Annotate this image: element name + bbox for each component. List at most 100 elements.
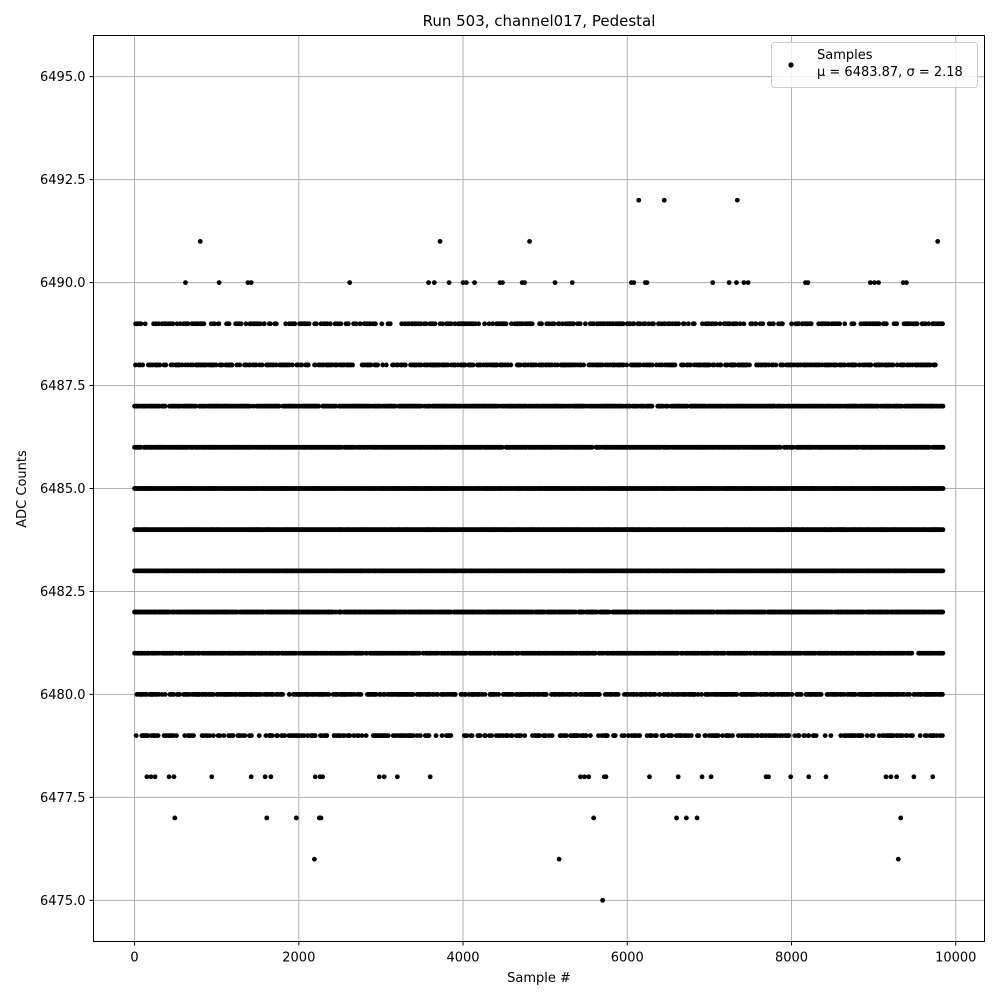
data-point — [417, 650, 422, 656]
data-point — [940, 692, 945, 697]
data-point — [904, 733, 910, 738]
data-point — [666, 692, 672, 697]
data-point — [841, 692, 847, 697]
data-point — [715, 733, 721, 738]
data-point — [924, 733, 929, 738]
data-point — [730, 733, 735, 738]
data-point — [463, 692, 468, 697]
data-points — [132, 197, 946, 903]
data-point — [510, 692, 515, 697]
data-point — [162, 692, 168, 697]
data-point — [940, 486, 946, 491]
data-point — [417, 733, 423, 738]
data-point — [463, 650, 469, 656]
data-point — [657, 692, 663, 697]
data-point — [155, 733, 161, 738]
data-point — [452, 692, 458, 697]
data-point — [326, 692, 332, 697]
data-point — [910, 733, 915, 738]
data-point — [695, 692, 701, 697]
data-point — [798, 692, 804, 697]
data-point — [207, 733, 213, 738]
data-point — [612, 733, 618, 738]
data-point — [482, 692, 488, 697]
data-point — [615, 692, 621, 697]
data-point — [363, 733, 369, 738]
data-point — [604, 733, 610, 738]
data-point — [275, 733, 281, 738]
data-point — [563, 733, 569, 738]
data-point — [907, 692, 912, 697]
data-point — [433, 733, 439, 738]
data-point — [156, 692, 162, 697]
data-point — [692, 692, 698, 697]
data-point — [940, 609, 946, 615]
data-point — [818, 692, 824, 697]
data-point — [583, 733, 589, 738]
data-point — [410, 692, 416, 697]
data-point — [940, 733, 945, 738]
data-point — [802, 733, 807, 738]
data-point — [305, 733, 311, 738]
data-point — [211, 692, 216, 697]
data-point — [426, 733, 432, 738]
data-point — [382, 692, 387, 697]
data-point — [483, 733, 488, 738]
data-point — [789, 692, 795, 697]
data-point — [652, 692, 658, 697]
data-point — [282, 733, 288, 738]
data-point — [786, 733, 792, 738]
data-point — [182, 733, 188, 738]
data-point — [621, 733, 627, 738]
data-point — [496, 692, 502, 697]
data-point — [270, 692, 276, 697]
data-point — [593, 650, 598, 656]
data-point — [876, 733, 882, 738]
data-point — [870, 733, 876, 738]
chart-title: Run 503, channel017, Pedestal — [423, 12, 656, 30]
data-point — [940, 568, 946, 574]
data-point — [358, 692, 364, 697]
data-point — [574, 692, 579, 697]
data-point — [864, 733, 870, 738]
data-point — [347, 733, 353, 738]
data-point — [828, 733, 834, 738]
data-point — [518, 733, 524, 738]
data-point — [256, 733, 262, 738]
data-point — [221, 733, 227, 738]
data-point — [177, 692, 182, 697]
data-point — [940, 650, 946, 656]
data-point — [191, 733, 196, 738]
data-point — [734, 692, 740, 697]
data-point — [909, 650, 915, 656]
data-point — [543, 692, 549, 697]
data-point — [653, 733, 659, 738]
data-point — [373, 692, 379, 697]
data-point — [489, 733, 495, 738]
data-point — [754, 692, 760, 697]
data-point — [853, 692, 858, 697]
data-point — [249, 733, 254, 738]
data-point — [522, 733, 528, 738]
data-point — [940, 527, 946, 533]
data-point — [703, 733, 709, 738]
data-point — [464, 733, 470, 738]
data-point — [669, 733, 675, 738]
data-point — [699, 692, 704, 697]
data-point — [171, 692, 177, 697]
data-point — [917, 733, 923, 738]
data-point — [588, 733, 593, 738]
data-point — [469, 733, 475, 738]
data-point — [435, 692, 441, 697]
data-point — [352, 692, 357, 697]
data-point — [596, 692, 602, 697]
data-point — [280, 692, 286, 697]
data-point — [755, 733, 761, 738]
data-point — [568, 692, 574, 697]
data-point — [286, 692, 292, 697]
data-point — [439, 733, 445, 738]
data-point — [301, 733, 307, 738]
